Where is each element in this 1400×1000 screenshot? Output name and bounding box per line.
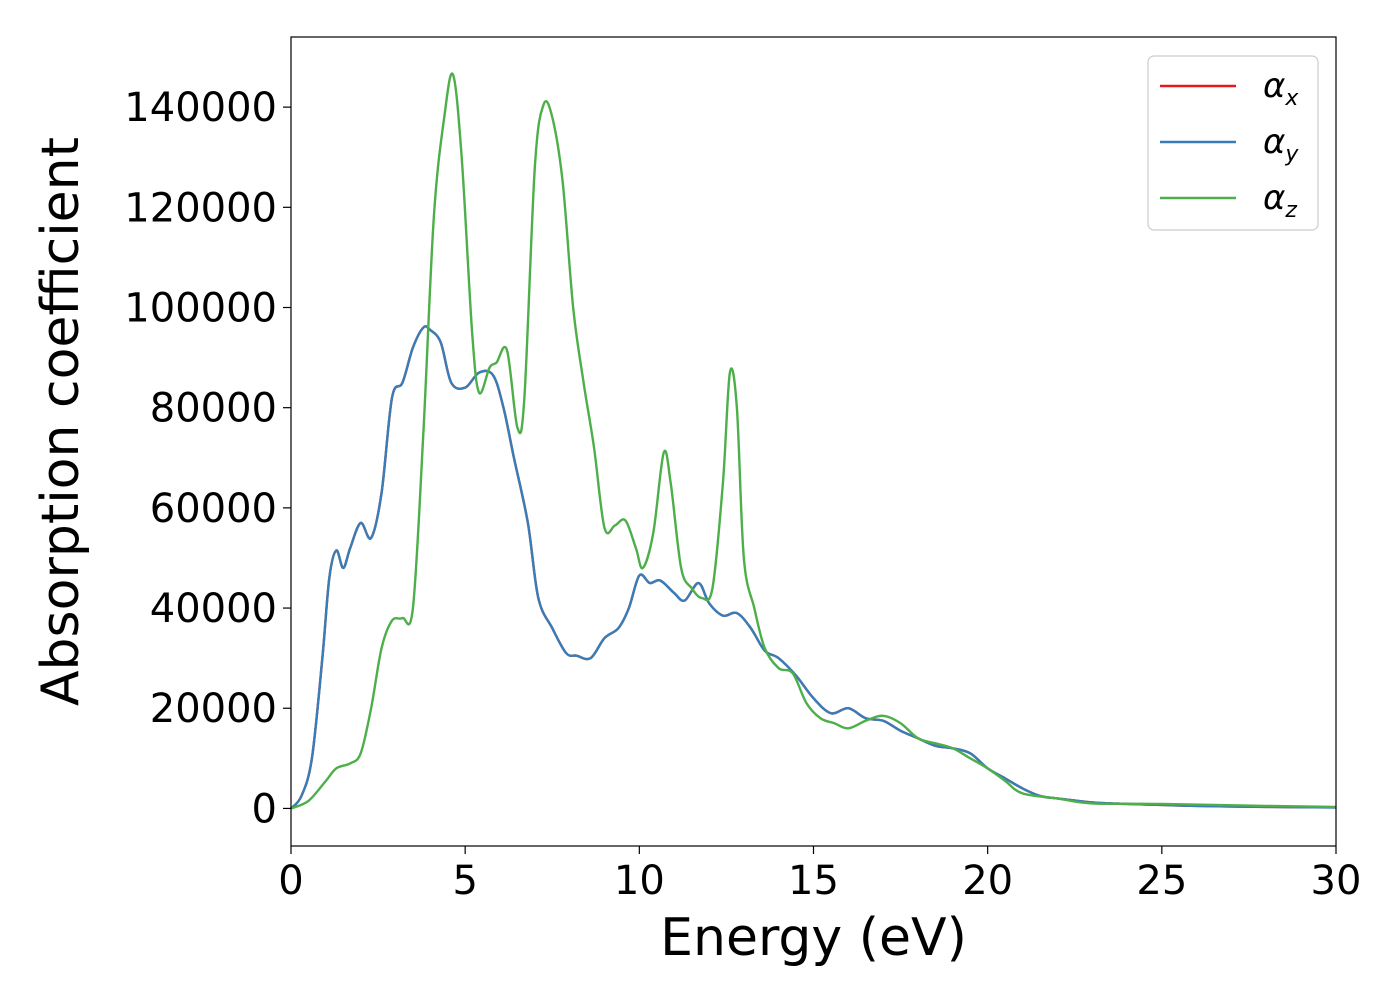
series-line-x [290,325,1337,810]
y-axis-title: Absorption coefficient [31,137,91,706]
x-tick-label: 20 [962,858,1013,904]
y-tick-label: 0 [252,786,277,832]
x-tick-label: 5 [452,858,477,904]
x-tick-label: 15 [788,858,839,904]
y-tick-label: 140000 [124,85,277,131]
legend-label-x: αx [1263,66,1299,111]
legend-label-z: αz [1263,178,1297,223]
legend-label-y: αy [1263,122,1299,167]
legend: αx αy αz [1147,55,1319,231]
y-tick-label: 60000 [150,486,277,532]
y-tick-label: 80000 [150,386,277,432]
series-line-z [290,72,1337,810]
series-line-y [290,325,1337,810]
y-axis-ticks: 0 20000 40000 60000 80000 100000 120000 140000 [124,85,291,832]
y-tick-label: 40000 [150,586,277,632]
x-axis-title: Energy (eV) [660,908,967,968]
x-tick-label: 25 [1136,858,1187,904]
y-tick-label: 100000 [124,286,277,332]
x-tick-label: 10 [614,858,665,904]
series-lines [290,72,1337,810]
x-tick-label: 0 [278,858,303,904]
x-axis-ticks: 0 5 10 15 20 25 30 [278,846,1361,904]
y-tick-label: 120000 [124,185,277,231]
x-tick-label: 30 [1311,858,1362,904]
y-tick-label: 20000 [150,686,277,732]
